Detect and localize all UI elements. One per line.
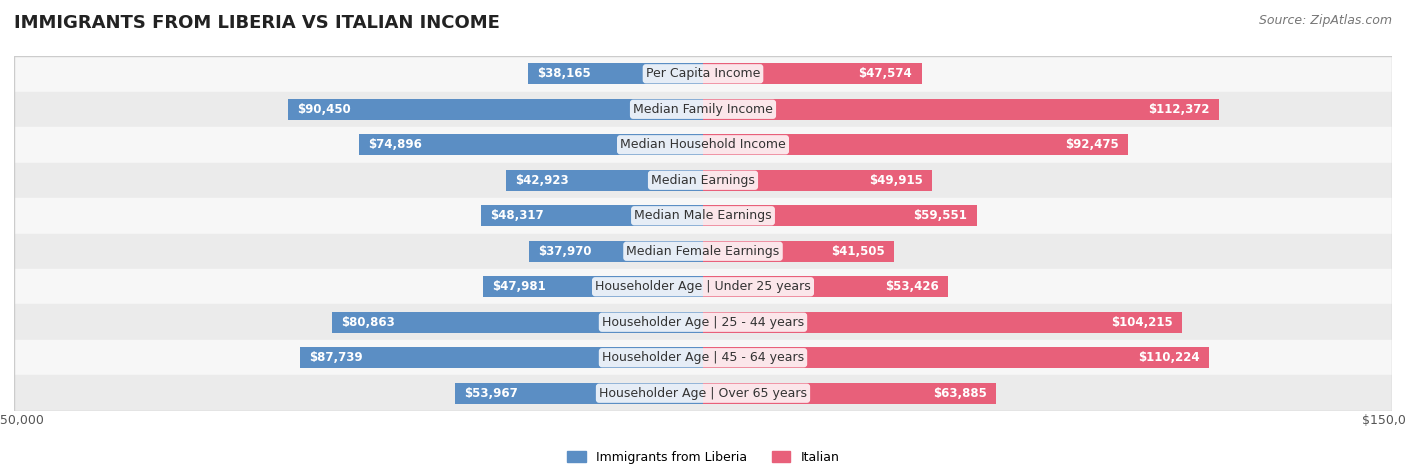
Bar	[299, 347, 703, 368]
Text: IMMIGRANTS FROM LIBERIA VS ITALIAN INCOME: IMMIGRANTS FROM LIBERIA VS ITALIAN INCOM…	[14, 14, 501, 32]
Bar	[703, 170, 932, 191]
Text: $47,981: $47,981	[492, 280, 546, 293]
Bar	[506, 170, 703, 191]
Bar	[527, 63, 703, 85]
Text: Median Female Earnings: Median Female Earnings	[627, 245, 779, 258]
Bar	[703, 205, 977, 226]
Text: $38,165: $38,165	[537, 67, 591, 80]
Bar	[14, 163, 1392, 198]
Text: $47,574: $47,574	[859, 67, 912, 80]
Bar	[703, 63, 921, 85]
Bar	[14, 127, 1392, 163]
Text: $110,224: $110,224	[1139, 351, 1201, 364]
Bar	[703, 241, 894, 262]
Bar	[14, 234, 1392, 269]
Legend: Immigrants from Liberia, Italian: Immigrants from Liberia, Italian	[562, 446, 844, 467]
Text: $112,372: $112,372	[1149, 103, 1211, 116]
Text: $92,475: $92,475	[1064, 138, 1119, 151]
Text: Householder Age | Over 65 years: Householder Age | Over 65 years	[599, 387, 807, 400]
Bar	[703, 134, 1128, 156]
Text: $90,450: $90,450	[297, 103, 350, 116]
Text: $59,551: $59,551	[914, 209, 967, 222]
Text: $74,896: $74,896	[368, 138, 422, 151]
Bar	[14, 375, 1392, 411]
Text: $104,215: $104,215	[1111, 316, 1173, 329]
Text: $80,863: $80,863	[340, 316, 395, 329]
Text: $42,923: $42,923	[515, 174, 568, 187]
Bar	[482, 276, 703, 297]
Bar	[703, 382, 997, 404]
Bar	[481, 205, 703, 226]
Text: $87,739: $87,739	[309, 351, 363, 364]
Bar	[332, 311, 703, 333]
Text: Per Capita Income: Per Capita Income	[645, 67, 761, 80]
Bar	[703, 311, 1181, 333]
Text: Householder Age | 25 - 44 years: Householder Age | 25 - 44 years	[602, 316, 804, 329]
Bar	[703, 276, 949, 297]
Bar	[14, 304, 1392, 340]
Bar	[288, 99, 703, 120]
Bar	[14, 340, 1392, 375]
Text: $53,967: $53,967	[464, 387, 517, 400]
Bar	[703, 99, 1219, 120]
Text: Median Family Income: Median Family Income	[633, 103, 773, 116]
Text: Householder Age | 45 - 64 years: Householder Age | 45 - 64 years	[602, 351, 804, 364]
Bar	[359, 134, 703, 156]
Text: Median Male Earnings: Median Male Earnings	[634, 209, 772, 222]
Bar	[456, 382, 703, 404]
Bar	[14, 92, 1392, 127]
Bar	[703, 347, 1209, 368]
Bar	[14, 56, 1392, 92]
Text: $48,317: $48,317	[491, 209, 544, 222]
Bar	[14, 198, 1392, 234]
Text: $41,505: $41,505	[831, 245, 884, 258]
Bar	[14, 269, 1392, 304]
Text: $63,885: $63,885	[934, 387, 987, 400]
Text: $53,426: $53,426	[886, 280, 939, 293]
Bar	[529, 241, 703, 262]
Text: Median Earnings: Median Earnings	[651, 174, 755, 187]
Text: $49,915: $49,915	[869, 174, 924, 187]
Text: Householder Age | Under 25 years: Householder Age | Under 25 years	[595, 280, 811, 293]
Text: Median Household Income: Median Household Income	[620, 138, 786, 151]
Text: $37,970: $37,970	[537, 245, 592, 258]
Text: Source: ZipAtlas.com: Source: ZipAtlas.com	[1258, 14, 1392, 27]
